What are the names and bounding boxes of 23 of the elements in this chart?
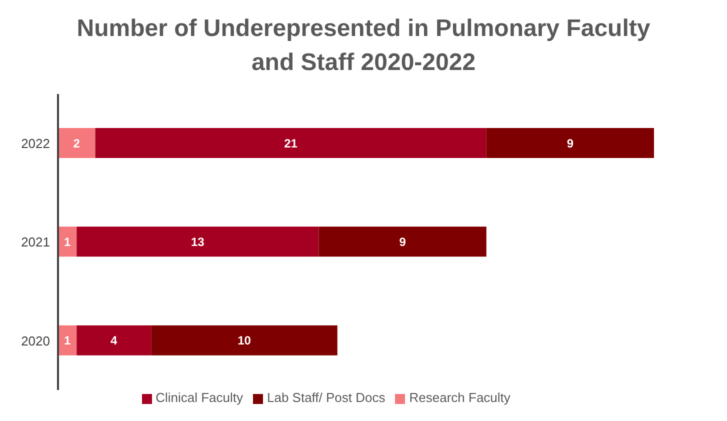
data-label: 21 (284, 136, 298, 150)
bar (318, 226, 486, 257)
data-label: 10 (238, 334, 252, 348)
bar (151, 325, 338, 356)
data-label: 13 (191, 234, 205, 249)
data-label: 9 (566, 136, 574, 150)
data-label: 1 (64, 334, 71, 348)
bar (76, 226, 319, 257)
data-label: 2 (73, 136, 80, 150)
y-tick-label: 2020 (21, 333, 50, 348)
chart-title: Number of Underepresented in Pulmonary Faculty and Staff 2020-2022 (76, 14, 652, 78)
bar (486, 128, 654, 158)
legend-label: Clinical Faculty (156, 390, 243, 405)
legend-label: Lab Staff/ Post Docs (266, 390, 386, 405)
y-tick-label: 2021 (21, 234, 50, 250)
y-tick-label: 2022 (21, 136, 50, 151)
data-label: 9 (399, 234, 406, 249)
legend-label: Research Faculty (409, 390, 510, 405)
bar (76, 325, 152, 356)
bar (95, 128, 486, 158)
data-label: 1 (64, 234, 71, 249)
bar (58, 128, 96, 158)
data-label: 4 (110, 334, 118, 348)
